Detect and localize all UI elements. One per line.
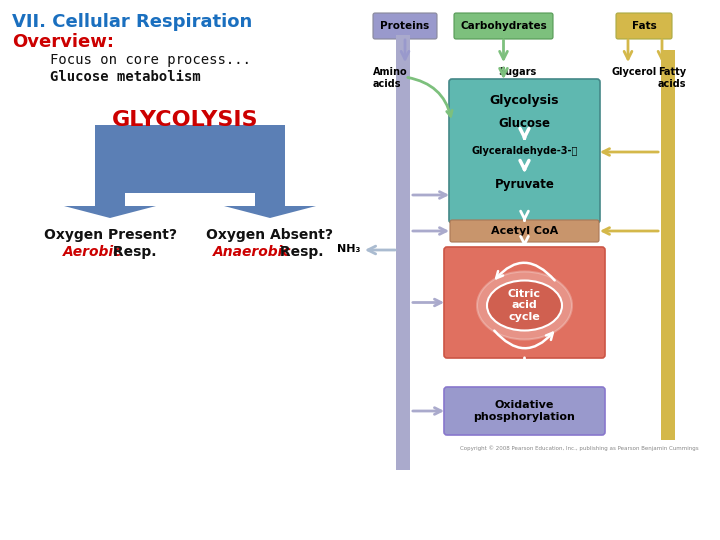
Text: Fats: Fats <box>631 21 657 31</box>
Text: Resp.: Resp. <box>108 245 156 259</box>
Text: Focus on core process...: Focus on core process... <box>50 53 251 67</box>
Text: Citric
acid
cycle: Citric acid cycle <box>508 289 541 322</box>
FancyBboxPatch shape <box>616 13 672 39</box>
FancyBboxPatch shape <box>444 247 605 358</box>
Text: Glycolysis: Glycolysis <box>490 94 559 107</box>
Text: Carbohydrates: Carbohydrates <box>460 21 547 31</box>
Bar <box>95 193 125 208</box>
Text: Fatty
acids: Fatty acids <box>658 67 686 89</box>
FancyBboxPatch shape <box>449 79 600 223</box>
Text: Glucose: Glucose <box>498 117 551 130</box>
Text: Oxygen Present?: Oxygen Present? <box>43 228 176 242</box>
Text: NH₃: NH₃ <box>337 244 360 254</box>
Text: Aerobic: Aerobic <box>63 245 122 259</box>
Text: Glycerol: Glycerol <box>612 67 657 77</box>
Text: Overview:: Overview: <box>12 33 114 51</box>
Polygon shape <box>64 206 156 218</box>
Text: Proteins: Proteins <box>380 21 430 31</box>
Bar <box>661 50 675 440</box>
Text: GLYCOLYSIS: GLYCOLYSIS <box>112 110 258 130</box>
Text: Oxidative
phosphorylation: Oxidative phosphorylation <box>474 400 575 422</box>
Text: Copyright © 2008 Pearson Education, Inc., publishing as Pearson Benjamin Cumming: Copyright © 2008 Pearson Education, Inc.… <box>460 445 698 451</box>
Polygon shape <box>224 206 316 218</box>
Text: Pyruvate: Pyruvate <box>495 178 554 191</box>
Text: Anaerobic: Anaerobic <box>213 245 292 259</box>
Bar <box>396 35 410 470</box>
FancyBboxPatch shape <box>373 13 437 39</box>
Bar <box>255 193 285 208</box>
Text: VII. Cellular Respiration: VII. Cellular Respiration <box>12 13 252 31</box>
FancyBboxPatch shape <box>444 387 605 435</box>
FancyBboxPatch shape <box>454 13 553 39</box>
Text: Resp.: Resp. <box>275 245 323 259</box>
Bar <box>95 125 285 193</box>
Ellipse shape <box>487 280 562 330</box>
Text: Amino
acids: Amino acids <box>373 67 408 89</box>
Text: Glucose metabolism: Glucose metabolism <box>50 70 201 84</box>
Text: Oxygen Absent?: Oxygen Absent? <box>207 228 333 242</box>
Ellipse shape <box>477 272 572 340</box>
Text: Acetyl CoA: Acetyl CoA <box>491 226 558 236</box>
Text: Sugars: Sugars <box>498 67 536 77</box>
Text: Glyceraldehyde-3-Ⓟ: Glyceraldehyde-3-Ⓟ <box>472 146 577 156</box>
FancyBboxPatch shape <box>450 220 599 242</box>
